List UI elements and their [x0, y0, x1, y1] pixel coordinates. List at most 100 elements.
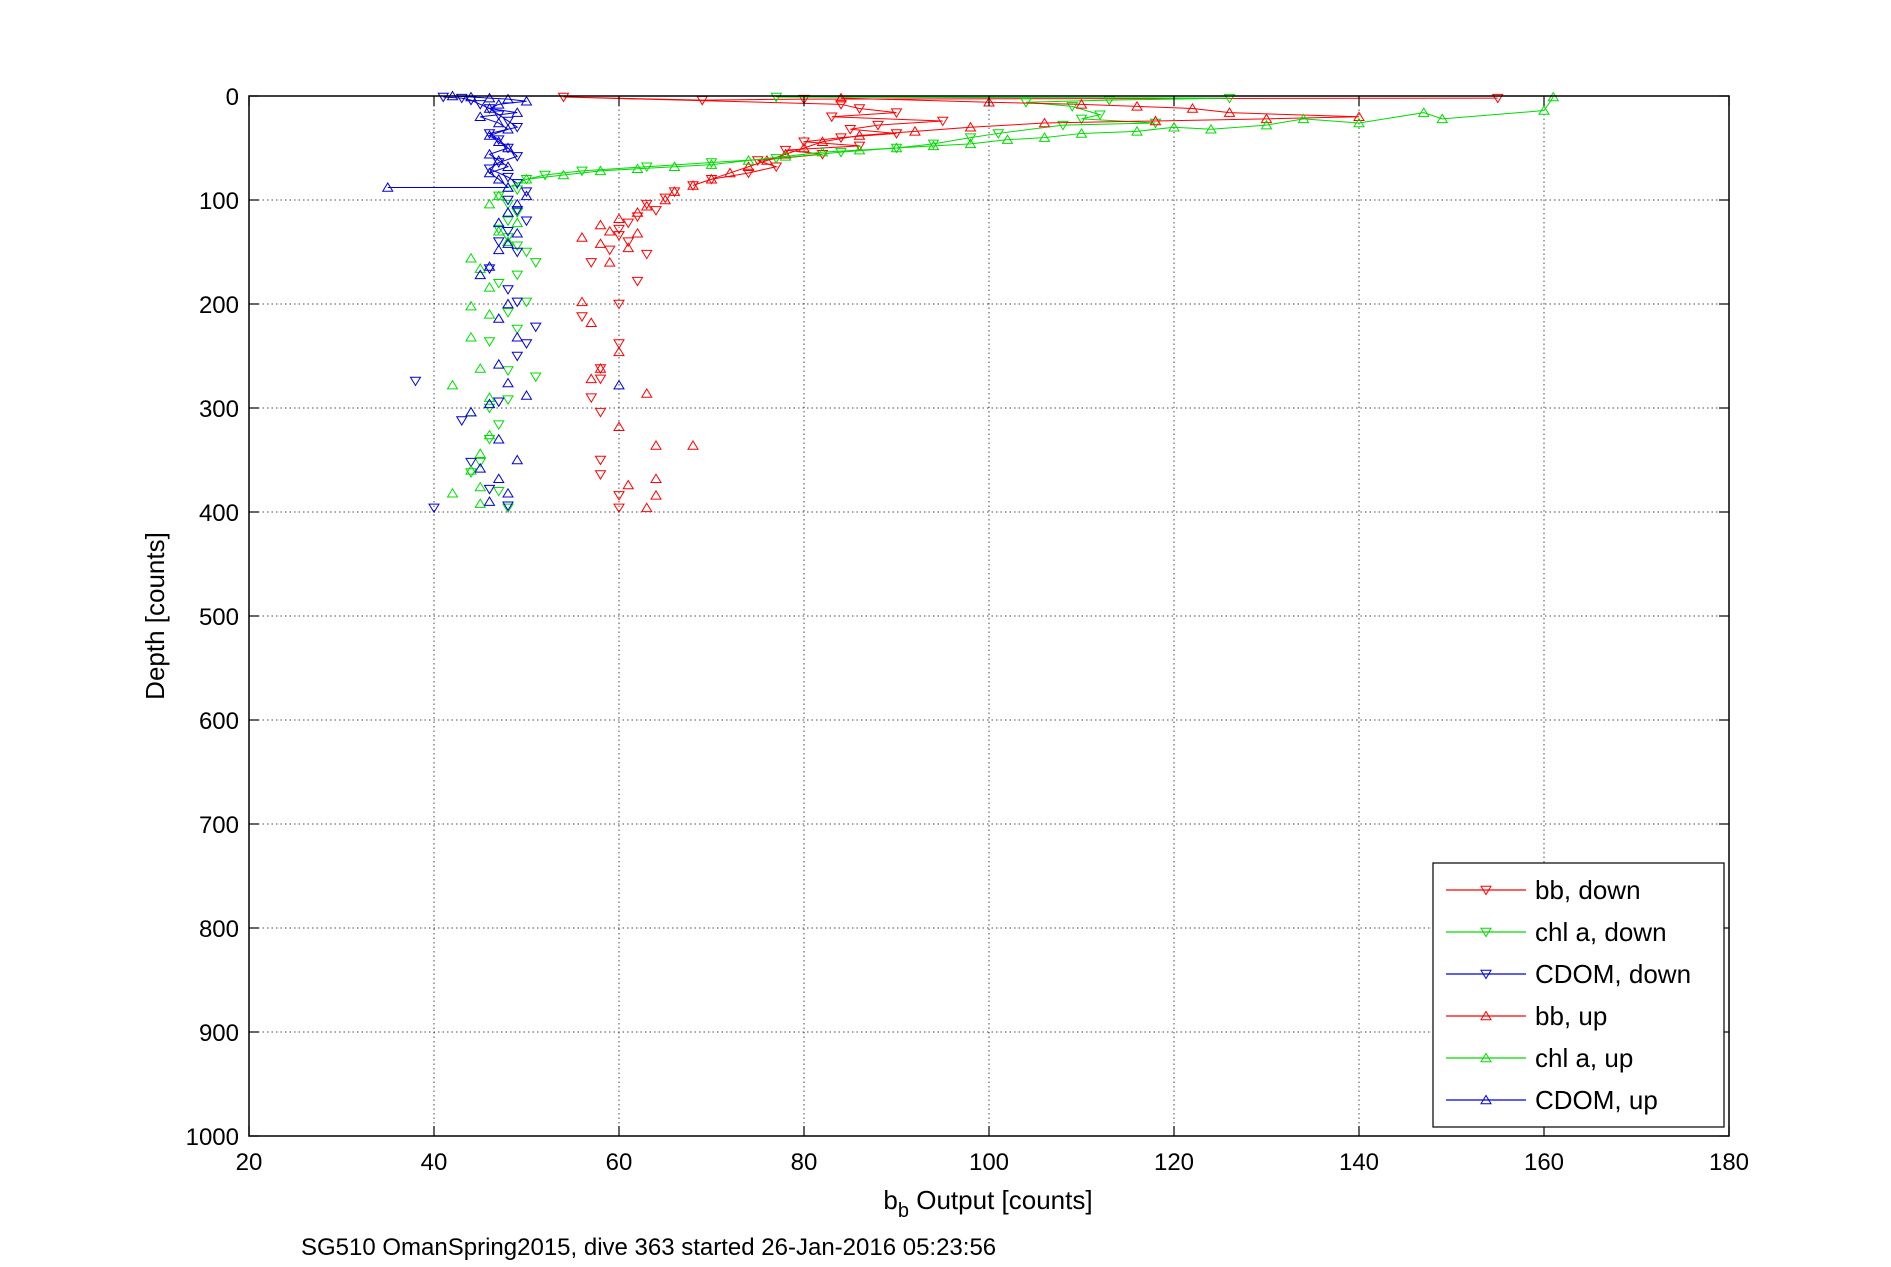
data-point — [474, 498, 487, 508]
data-point — [502, 236, 514, 246]
data-point — [483, 337, 496, 347]
data-point — [742, 155, 755, 165]
data-point — [502, 216, 514, 227]
data-point — [650, 489, 662, 500]
data-point — [742, 161, 755, 171]
data-point — [1131, 125, 1143, 136]
data-point — [502, 308, 514, 318]
data-point — [502, 161, 514, 171]
data-point — [613, 224, 625, 235]
legend-label: chl a, down — [1535, 917, 1667, 947]
y-tick-label: 800 — [199, 916, 239, 943]
data-point — [492, 224, 505, 235]
data-point — [1038, 117, 1051, 128]
data-point — [594, 455, 607, 466]
data-point — [511, 331, 524, 342]
data-point — [492, 358, 505, 369]
data-point — [511, 351, 524, 362]
series-line-cdom-up — [387, 95, 527, 189]
data-point — [613, 231, 625, 241]
data-point — [640, 502, 653, 513]
data-point — [659, 194, 672, 205]
data-point — [502, 395, 514, 406]
data-point — [668, 186, 681, 196]
data-point — [613, 379, 625, 390]
data-point — [659, 193, 672, 204]
data-point — [1297, 113, 1310, 124]
data-point — [502, 116, 514, 127]
series-chl-a-down — [465, 92, 1236, 514]
y-tick-label: 400 — [199, 500, 239, 527]
data-point — [511, 454, 524, 465]
data-point — [603, 256, 616, 267]
data-point — [1538, 105, 1550, 115]
data-point — [502, 377, 514, 388]
data-point — [798, 137, 810, 148]
data-point — [520, 95, 533, 106]
data-point — [474, 111, 487, 122]
data-point — [779, 150, 792, 161]
data-point — [742, 168, 755, 179]
data-point — [381, 182, 394, 192]
data-point — [465, 468, 477, 478]
data-point — [529, 258, 542, 268]
data-point — [511, 198, 524, 209]
legend-label: CDOM, up — [1535, 1085, 1658, 1115]
x-axis-label-subscript: b — [898, 1200, 909, 1222]
data-point — [492, 158, 505, 169]
data-point — [631, 276, 644, 287]
data-point — [992, 129, 1005, 139]
data-point — [640, 162, 653, 173]
data-point — [483, 261, 496, 271]
y-tick-label: 600 — [199, 708, 239, 735]
data-point — [511, 217, 524, 228]
data-point — [613, 339, 625, 349]
y-tick-label: 100 — [199, 188, 239, 215]
data-point — [1417, 107, 1430, 117]
data-point — [520, 187, 533, 198]
data-point — [613, 346, 625, 357]
data-point — [492, 278, 505, 289]
data-point — [835, 92, 847, 103]
series-line-chl-a-down — [516, 96, 1230, 190]
data-point — [474, 462, 487, 473]
data-point — [502, 233, 514, 243]
data-point — [844, 125, 857, 135]
data-point — [502, 142, 514, 153]
y-tick-label: 900 — [199, 1020, 239, 1047]
data-point — [1223, 93, 1236, 104]
data-point — [465, 457, 477, 468]
data-point — [483, 148, 496, 159]
data-point — [492, 473, 505, 483]
data-point — [1131, 100, 1143, 111]
data-point — [446, 487, 459, 498]
data-point — [428, 503, 440, 514]
y-tick-label: 0 — [226, 84, 239, 111]
data-point — [492, 397, 505, 408]
data-point — [585, 393, 598, 404]
data-point — [1066, 102, 1079, 112]
data-point — [890, 129, 903, 139]
data-point — [631, 212, 644, 223]
data-point — [853, 130, 866, 140]
legend-item: bb, up — [1446, 1001, 1607, 1031]
data-point — [853, 104, 866, 114]
data-point — [640, 387, 653, 398]
x-axis-label-main: b — [883, 1185, 897, 1215]
data-point — [613, 491, 625, 501]
data-point — [964, 133, 977, 144]
data-point — [1260, 113, 1273, 124]
data-point — [465, 331, 477, 342]
series-line-bb-down — [563, 96, 1498, 186]
data-point — [511, 152, 524, 162]
data-point — [668, 161, 681, 171]
data-point — [492, 486, 505, 497]
data-point — [492, 420, 505, 431]
data-point — [622, 237, 635, 248]
data-point — [594, 165, 607, 176]
data-point — [631, 207, 644, 217]
series-cdom-up — [381, 90, 625, 506]
legend-label: chl a, up — [1535, 1043, 1633, 1073]
data-point — [502, 226, 514, 237]
data-point — [483, 103, 496, 113]
